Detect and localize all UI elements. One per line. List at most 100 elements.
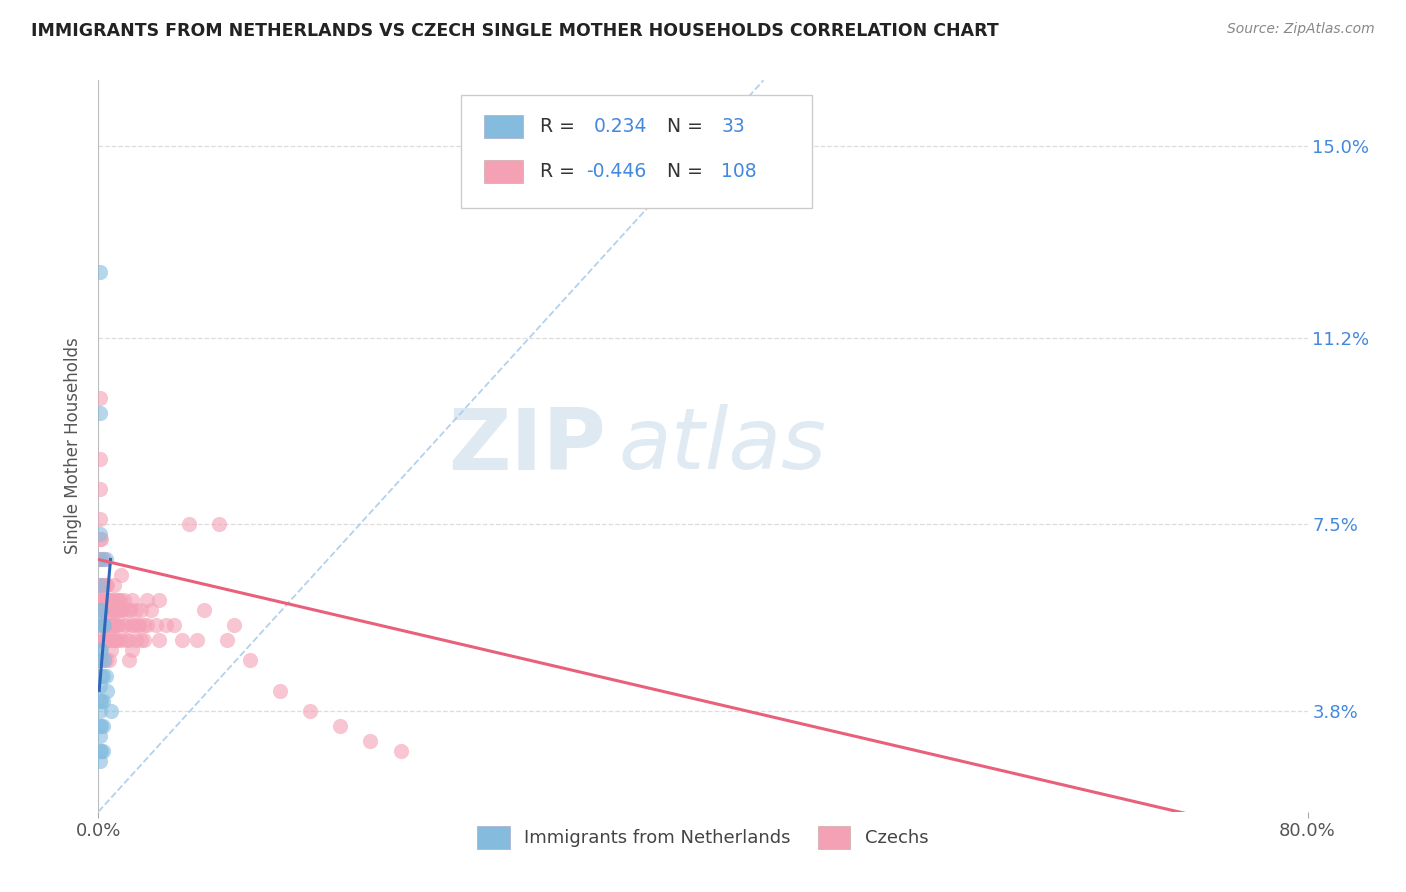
Point — [105, 618, 128, 632]
Point — [104, 633, 127, 648]
Point — [94, 603, 117, 617]
Point — [91, 578, 114, 592]
Point — [111, 603, 134, 617]
Point — [186, 633, 208, 648]
Point — [89, 679, 111, 693]
Point — [120, 603, 142, 617]
Point — [141, 603, 163, 617]
Point — [89, 552, 111, 566]
Point — [93, 653, 115, 667]
Point — [100, 603, 122, 617]
Point — [208, 517, 231, 532]
Point — [104, 603, 127, 617]
Point — [114, 618, 136, 632]
Point — [89, 578, 111, 592]
Text: atlas: atlas — [619, 404, 827, 488]
Point — [132, 633, 155, 648]
Point — [93, 653, 115, 667]
Point — [108, 603, 131, 617]
Point — [89, 482, 111, 496]
Point — [93, 578, 115, 592]
Point — [89, 578, 111, 592]
Point — [89, 694, 111, 708]
Point — [98, 633, 121, 648]
Point — [90, 603, 112, 617]
Text: 33: 33 — [721, 117, 745, 136]
Point — [89, 643, 111, 657]
Point — [103, 618, 125, 632]
Point — [90, 533, 112, 547]
Point — [128, 618, 150, 632]
Point — [269, 683, 291, 698]
Point — [105, 603, 128, 617]
Point — [98, 653, 121, 667]
Bar — [484, 160, 523, 184]
Point — [91, 694, 114, 708]
Point — [94, 653, 117, 667]
Point — [89, 719, 111, 733]
Point — [108, 592, 131, 607]
Point — [89, 729, 111, 743]
Point — [89, 592, 111, 607]
Bar — [484, 115, 523, 138]
Point — [145, 618, 167, 632]
Point — [90, 643, 112, 657]
Point — [90, 694, 112, 708]
Point — [93, 552, 115, 566]
Point — [96, 592, 118, 607]
Point — [239, 653, 262, 667]
Point — [103, 578, 125, 592]
Point — [360, 734, 382, 748]
Point — [299, 704, 322, 718]
Point — [148, 633, 170, 648]
Point — [94, 578, 117, 592]
Point — [118, 603, 141, 617]
Point — [89, 391, 111, 405]
Point — [107, 618, 129, 632]
Point — [127, 618, 149, 632]
Text: 0.234: 0.234 — [595, 117, 648, 136]
Point — [96, 618, 118, 632]
Point — [90, 603, 112, 617]
Point — [107, 633, 129, 648]
Point — [98, 592, 121, 607]
Point — [101, 618, 124, 632]
Point — [129, 603, 152, 617]
Point — [91, 618, 114, 632]
Point — [163, 618, 186, 632]
Point — [122, 618, 145, 632]
Point — [90, 668, 112, 682]
Point — [100, 618, 122, 632]
Point — [100, 704, 122, 718]
Point — [89, 512, 111, 526]
Point — [90, 618, 112, 632]
Point — [89, 603, 111, 617]
Point — [110, 633, 132, 648]
Point — [135, 618, 157, 632]
Point — [89, 754, 111, 768]
Point — [179, 517, 201, 532]
Text: N =: N = — [666, 117, 709, 136]
Point — [89, 603, 111, 617]
Point — [135, 592, 157, 607]
Point — [104, 618, 127, 632]
Point — [170, 633, 193, 648]
Point — [132, 618, 155, 632]
Point — [89, 744, 111, 758]
Point — [110, 603, 132, 617]
Point — [93, 592, 115, 607]
Point — [89, 704, 111, 718]
Point — [105, 592, 128, 607]
Point — [91, 592, 114, 607]
Point — [96, 683, 118, 698]
Point — [89, 533, 111, 547]
Point — [90, 744, 112, 758]
Point — [224, 618, 246, 632]
Point — [89, 451, 111, 466]
Point — [98, 618, 121, 632]
Point — [125, 633, 148, 648]
Text: R =: R = — [540, 162, 581, 181]
Point — [91, 618, 114, 632]
Text: R =: R = — [540, 117, 581, 136]
FancyBboxPatch shape — [461, 95, 811, 209]
